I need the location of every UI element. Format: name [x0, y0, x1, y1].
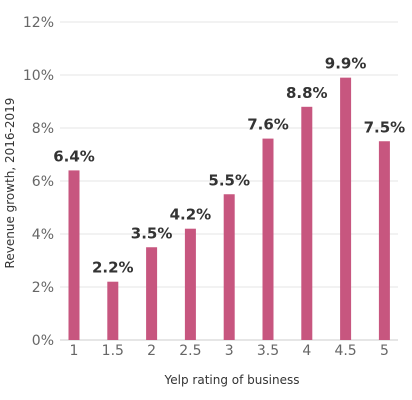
y-tick-label: 0% — [32, 333, 54, 349]
y-tick-label: 10% — [23, 68, 54, 84]
x-tick-label: 4.5 — [334, 343, 356, 359]
bars — [68, 77, 390, 341]
y-tick-label: 2% — [32, 280, 54, 296]
y-axis-label: Revenue growth, 2016-2019 — [3, 98, 17, 269]
bar — [340, 77, 352, 341]
data-labels: 6.4% 2.2% 3.5%4.2% 5.5% 7.6% 8.8% 9.9% 7.5% — [53, 55, 405, 277]
bar — [184, 228, 196, 340]
data-label: 2.2% — [92, 259, 134, 277]
data-label: 5.5% — [208, 171, 250, 189]
x-tick-label: 3 — [225, 343, 234, 359]
data-label: 3.5% — [131, 224, 173, 242]
y-tick-label: 8% — [32, 121, 54, 137]
x-tick-labels: 1 1.5 2 2.5 3 3.5 4 4.5 5 — [70, 343, 389, 359]
x-tick-label: 1 — [70, 343, 79, 359]
bar — [262, 138, 274, 340]
x-tick-label: 1.5 — [102, 343, 124, 359]
data-label: 7.5% — [364, 118, 406, 136]
data-label: 7.6% — [247, 116, 289, 134]
x-tick-label: 5 — [380, 343, 389, 359]
x-tick-label: 4 — [302, 343, 311, 359]
y-tick-label: 6% — [32, 174, 54, 190]
data-label: 8.8% — [286, 84, 328, 102]
bar — [68, 170, 80, 340]
x-tick-label: 3.5 — [257, 343, 279, 359]
data-label: 6.4% — [53, 147, 95, 165]
x-axis-label: Yelp rating of business — [164, 373, 300, 387]
bar — [146, 247, 158, 340]
y-tick-label: 4% — [32, 227, 54, 243]
bar — [378, 141, 390, 340]
y-tick-label: 12% — [23, 15, 54, 31]
data-label: 4.2% — [170, 206, 212, 224]
x-tick-label: 2 — [147, 343, 156, 359]
y-tick-labels: 0% 2% 4% 6% 8% 10% 12% — [23, 15, 54, 349]
bar — [107, 281, 119, 340]
bar — [301, 106, 313, 340]
data-label: 9.9% — [325, 55, 367, 73]
bar — [223, 194, 235, 340]
x-tick-label: 2.5 — [179, 343, 201, 359]
